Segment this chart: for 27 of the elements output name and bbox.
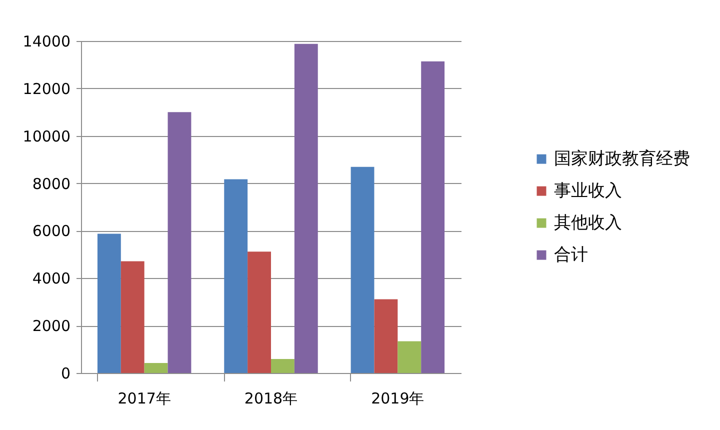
bar: [97, 234, 121, 373]
y-tick-label: 8000: [32, 174, 70, 193]
bar: [271, 359, 294, 373]
y-tick-label: 0: [60, 364, 70, 382]
legend-label: 其他收入: [554, 213, 622, 234]
bar: [350, 166, 374, 373]
x-tick-label: 2019年: [371, 390, 424, 408]
bar: [248, 252, 271, 373]
legend-label: 事业收入: [554, 181, 622, 202]
legend-label: 国家财政教育经费: [554, 149, 690, 170]
legend-label: 合计: [554, 245, 588, 266]
bar: [144, 363, 168, 373]
y-tick-label: 4000: [32, 270, 70, 288]
x-tick-label: 2018年: [244, 390, 298, 408]
bar: [421, 61, 445, 373]
x-tick-label: 2017年: [118, 390, 171, 408]
y-tick-label: 2000: [32, 317, 70, 336]
y-tick-label: 12000: [22, 80, 70, 98]
bar: [374, 299, 398, 373]
y-tick-label: 6000: [32, 222, 70, 240]
bar: [294, 44, 318, 373]
bar: [120, 261, 144, 373]
bar: [224, 179, 248, 373]
bar: [398, 341, 422, 373]
y-tick-label: 10000: [22, 127, 70, 146]
y-tick-label: 14000: [22, 32, 70, 50]
bar: [168, 112, 192, 373]
